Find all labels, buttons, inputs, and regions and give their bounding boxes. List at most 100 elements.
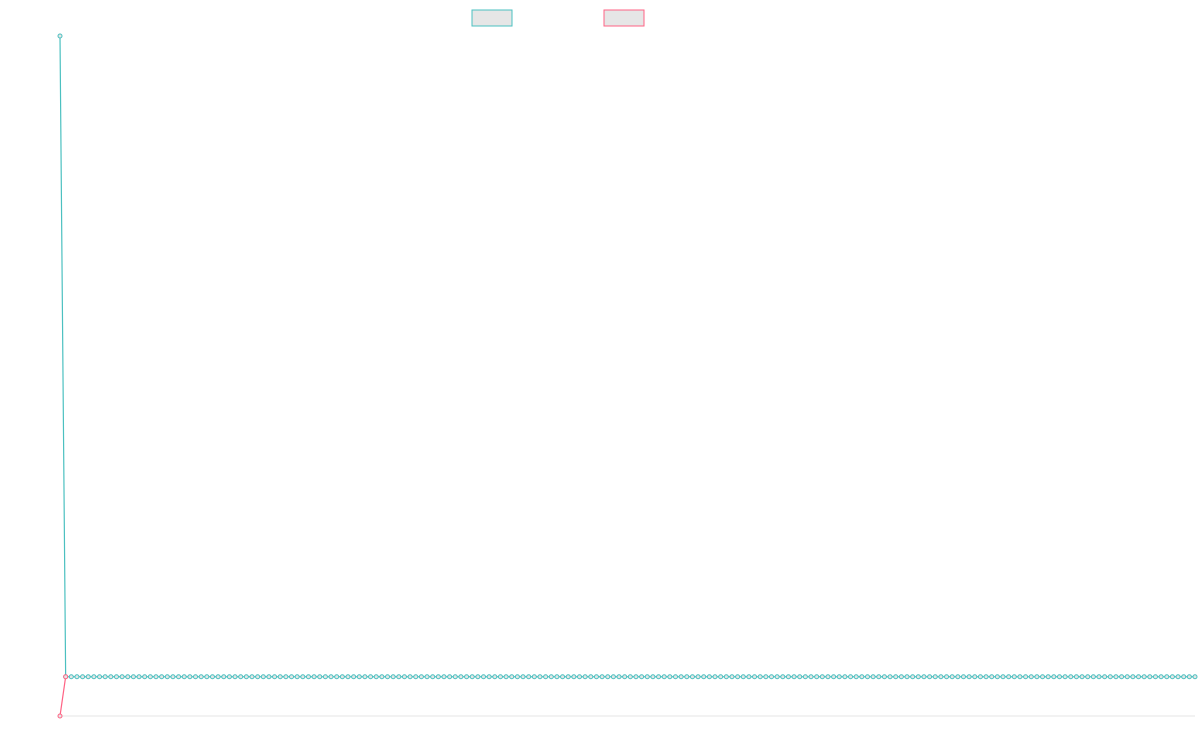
data-point-0-7[interactable] (97, 674, 103, 680)
data-point-0-84[interactable] (531, 674, 537, 680)
data-point-0-103[interactable] (639, 674, 645, 680)
data-point-0-40[interactable] (283, 674, 289, 680)
data-point-0-134[interactable] (814, 674, 820, 680)
data-point-0-145[interactable] (876, 674, 882, 680)
data-point-0-43[interactable] (300, 674, 306, 680)
data-point-0-105[interactable] (650, 674, 656, 680)
data-point-0-168[interactable] (1006, 674, 1012, 680)
data-point-0-182[interactable] (1085, 674, 1091, 680)
data-point-0-16[interactable] (147, 674, 153, 680)
data-point-0-128[interactable] (780, 674, 786, 680)
data-point-0-3[interactable] (74, 674, 80, 680)
data-point-0-136[interactable] (825, 674, 831, 680)
data-point-0-80[interactable] (509, 674, 515, 680)
data-point-0-46[interactable] (317, 674, 323, 680)
data-point-0-87[interactable] (548, 674, 554, 680)
data-point-0-77[interactable] (492, 674, 498, 680)
data-point-0-154[interactable] (927, 674, 933, 680)
data-point-0-21[interactable] (176, 674, 182, 680)
data-point-0-117[interactable] (718, 674, 724, 680)
data-point-0-31[interactable] (232, 674, 238, 680)
data-point-0-86[interactable] (543, 674, 549, 680)
data-point-0-11[interactable] (119, 674, 125, 680)
data-point-0-181[interactable] (1079, 674, 1085, 680)
data-point-0-99[interactable] (616, 674, 622, 680)
data-point-0-147[interactable] (887, 674, 893, 680)
data-point-0-88[interactable] (554, 674, 560, 680)
legend-swatch-teal[interactable] (471, 9, 513, 27)
data-point-0-29[interactable] (221, 674, 227, 680)
data-point-0-180[interactable] (1073, 674, 1079, 680)
data-point-0-4[interactable] (80, 674, 86, 680)
data-point-0-6[interactable] (91, 674, 97, 680)
data-point-0-96[interactable] (599, 674, 605, 680)
data-point-0-49[interactable] (334, 674, 340, 680)
data-point-0-185[interactable] (1102, 674, 1108, 680)
data-point-0-179[interactable] (1068, 674, 1074, 680)
data-point-0-184[interactable] (1096, 674, 1102, 680)
data-point-0-27[interactable] (209, 674, 215, 680)
data-point-0-135[interactable] (819, 674, 825, 680)
data-point-0-159[interactable] (955, 674, 961, 680)
data-point-0-68[interactable] (441, 674, 447, 680)
data-point-0-60[interactable] (396, 674, 402, 680)
data-point-0-122[interactable] (746, 674, 752, 680)
data-point-0-82[interactable] (520, 674, 526, 680)
data-point-0-93[interactable] (582, 674, 588, 680)
data-point-0-91[interactable] (571, 674, 577, 680)
data-point-0-139[interactable] (842, 674, 848, 680)
data-point-0-75[interactable] (481, 674, 487, 680)
data-point-0-9[interactable] (108, 674, 114, 680)
data-point-0-149[interactable] (898, 674, 904, 680)
data-point-0-115[interactable] (706, 674, 712, 680)
data-point-0-58[interactable] (385, 674, 391, 680)
data-point-0-59[interactable] (390, 674, 396, 680)
data-point-0-71[interactable] (458, 674, 464, 680)
data-point-0-76[interactable] (486, 674, 492, 680)
data-point-0-33[interactable] (243, 674, 249, 680)
data-point-0-26[interactable] (204, 674, 210, 680)
data-point-0-55[interactable] (368, 674, 374, 680)
data-point-0-111[interactable] (684, 674, 690, 680)
data-point-0-169[interactable] (1011, 674, 1017, 680)
data-point-0-172[interactable] (1028, 674, 1034, 680)
data-point-0-39[interactable] (277, 674, 283, 680)
data-point-0-107[interactable] (661, 674, 667, 680)
data-point-0-189[interactable] (1124, 674, 1130, 680)
data-point-0-92[interactable] (577, 674, 582, 680)
data-point-0-42[interactable] (294, 674, 300, 680)
data-point-0-78[interactable] (497, 674, 503, 680)
data-point-0-67[interactable] (435, 674, 441, 680)
data-point-0-13[interactable] (130, 674, 136, 680)
data-point-0-57[interactable] (379, 674, 385, 680)
legend-item-pink[interactable] (603, 9, 645, 27)
data-point-0-193[interactable] (1147, 674, 1153, 680)
data-point-0-178[interactable] (1062, 674, 1068, 680)
data-point-0-41[interactable] (289, 674, 295, 680)
data-point-0-153[interactable] (921, 674, 927, 680)
data-point-0-89[interactable] (560, 674, 566, 680)
data-point-0-133[interactable] (808, 674, 814, 680)
data-point-0-127[interactable] (774, 674, 780, 680)
data-point-0-114[interactable] (701, 674, 707, 680)
data-point-0-183[interactable] (1090, 674, 1096, 680)
data-point-0-17[interactable] (153, 674, 159, 680)
data-point-0-192[interactable] (1141, 674, 1147, 680)
data-point-0-177[interactable] (1056, 674, 1062, 680)
data-point-0-72[interactable] (464, 674, 470, 680)
data-point-0-160[interactable] (960, 674, 966, 680)
data-point-0-125[interactable] (763, 674, 769, 680)
data-point-0-79[interactable] (503, 674, 509, 680)
data-point-0-161[interactable] (966, 674, 972, 680)
data-point-0-70[interactable] (452, 674, 458, 680)
data-point-0-120[interactable] (735, 674, 741, 680)
data-point-0-12[interactable] (125, 674, 131, 680)
data-point-0-66[interactable] (430, 674, 436, 680)
data-point-0-158[interactable] (949, 674, 955, 680)
data-point-0-132[interactable] (802, 674, 808, 680)
legend-swatch-pink[interactable] (603, 9, 645, 27)
data-point-0-199[interactable] (1181, 674, 1187, 680)
data-point-0-23[interactable] (187, 674, 193, 680)
data-point-0-102[interactable] (633, 674, 639, 680)
data-point-0-54[interactable] (362, 674, 368, 680)
